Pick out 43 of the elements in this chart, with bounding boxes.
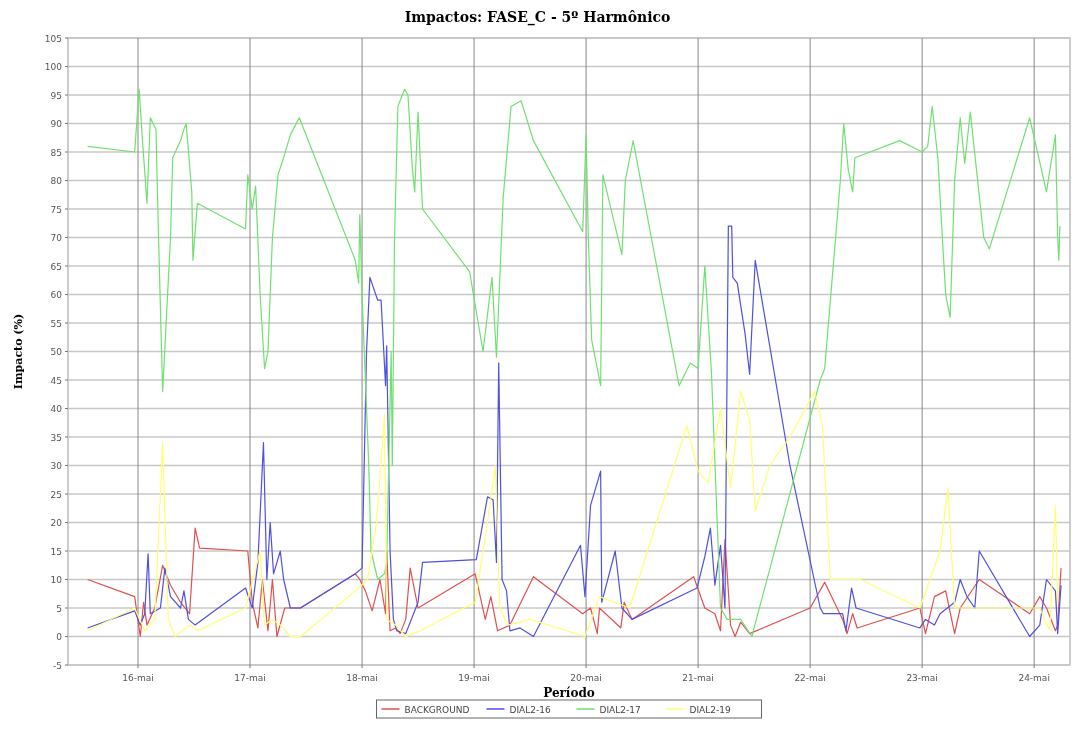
line-series (87, 527, 1062, 638)
chart-title: Impactos: FASE_C - 5º Harmônico (404, 9, 671, 26)
y-tick-label: 90 (50, 119, 63, 129)
x-tick-label: 24-mai (1018, 673, 1050, 683)
line-series (87, 225, 1062, 638)
y-tick-label: 85 (50, 147, 62, 158)
x-tick-label: 18-mai (346, 673, 378, 683)
line-series (87, 88, 1061, 638)
y-tick-label: 35 (50, 432, 62, 443)
y-tick-label: -5 (53, 660, 62, 671)
y-tick-label: 15 (50, 546, 62, 557)
legend-label: DIAL2-16 (509, 704, 551, 715)
y-tick-label: 60 (50, 290, 63, 300)
x-tick-label: 19-mai (458, 673, 490, 683)
x-tick-label: 16-mai (122, 673, 154, 683)
legend-label: DIAL2-17 (599, 704, 641, 715)
y-tick-label: 40 (50, 404, 63, 414)
y-tick-label: 5 (56, 603, 62, 614)
y-tick-label: 45 (50, 375, 62, 386)
legend-label: DIAL2-19 (689, 704, 731, 715)
y-tick-label: 25 (50, 489, 62, 500)
y-tick-label: 10 (50, 575, 63, 585)
y-tick-label: 105 (44, 33, 62, 44)
x-tick-label: 17-mai (234, 673, 266, 683)
x-axis-title: Período (543, 686, 595, 700)
y-tick-label: 80 (50, 176, 63, 186)
y-tick-label: 30 (50, 461, 63, 471)
y-tick-label: 0 (56, 632, 63, 642)
x-tick-label: 20-mai (570, 673, 602, 683)
legend-label: BACKGROUND (404, 704, 470, 715)
x-tick-label: 21-mai (682, 673, 714, 683)
y-tick-label: 65 (50, 261, 62, 272)
x-tick-label: 22-mai (794, 673, 826, 683)
y-axis-title: Impacto (%) (12, 313, 25, 390)
y-tick-label: 55 (50, 318, 62, 329)
y-tick-label: 20 (50, 518, 63, 528)
y-tick-label: 50 (50, 347, 63, 357)
x-tick-label: 23-mai (906, 673, 938, 683)
y-tick-label: 75 (50, 204, 62, 215)
y-tick-label: 100 (44, 62, 63, 72)
line-series (87, 390, 1059, 638)
y-tick-label: 95 (50, 90, 62, 101)
y-tick-label: 70 (50, 233, 63, 243)
